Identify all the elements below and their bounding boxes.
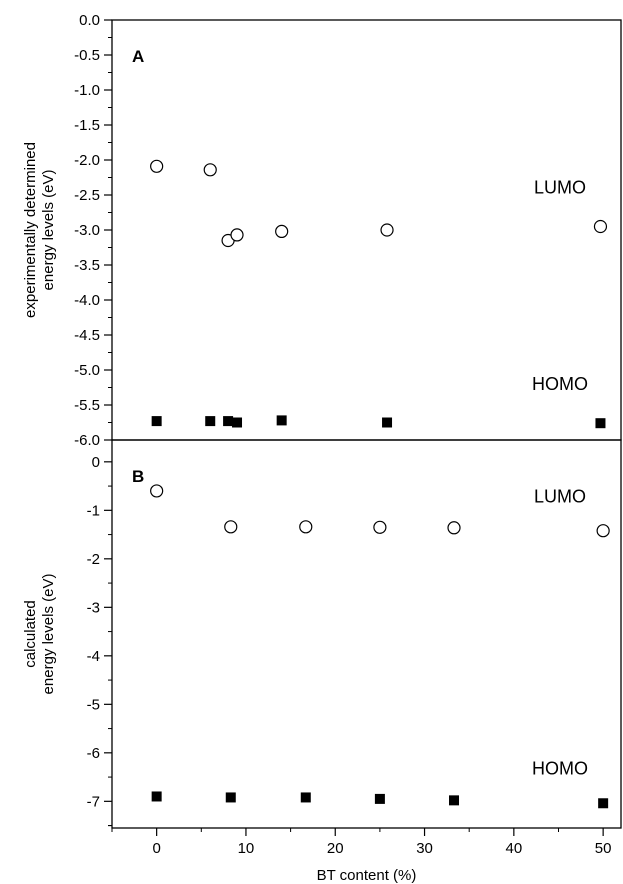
data-point-homo bbox=[276, 415, 287, 426]
data-point-homo bbox=[382, 417, 393, 428]
panel-a: 0.0 -0.5 -1.0 -1.5 -2.0 -2.5 -3.0 -3.5 -4.0 -4.5 -… bbox=[22, 12, 622, 449]
y-tick-label: -4.5 bbox=[74, 327, 100, 344]
data-point-homo bbox=[232, 417, 243, 428]
y-axis-label-line: experimentally determined bbox=[22, 142, 39, 318]
data-point-lumo bbox=[373, 520, 387, 534]
y-axis-label: calculatedenergy levels (eV) bbox=[22, 574, 57, 695]
y-tick-label: -3 bbox=[87, 599, 100, 616]
series-lumo: LUMO bbox=[150, 484, 610, 538]
x-tick-label: 0 bbox=[152, 840, 160, 857]
data-point-lumo bbox=[596, 524, 610, 538]
data-point-lumo bbox=[203, 163, 217, 177]
x-tick-label: 50 bbox=[595, 840, 612, 857]
data-point-lumo bbox=[299, 520, 313, 534]
series-label-lumo: LUMO bbox=[534, 178, 586, 198]
series-label-lumo: LUMO bbox=[534, 487, 586, 507]
data-point-homo bbox=[598, 798, 609, 809]
data-point-lumo bbox=[224, 520, 238, 534]
y-axis-label-line: calculated bbox=[22, 600, 39, 668]
y-tick-label: -3.5 bbox=[74, 257, 100, 274]
x-tick-label: 10 bbox=[238, 840, 255, 857]
y-tick-label: -2.0 bbox=[74, 152, 100, 169]
plot-frame bbox=[111, 439, 622, 829]
y-tick-label: -5 bbox=[87, 696, 100, 713]
series-homo: HOMO bbox=[151, 374, 606, 429]
data-point-lumo bbox=[150, 159, 164, 173]
data-point-lumo bbox=[275, 224, 289, 238]
y-tick-label: -6.0 bbox=[74, 432, 100, 449]
y-tick-label: -1 bbox=[87, 502, 100, 519]
data-point-lumo bbox=[380, 223, 394, 237]
y-tick-label: 0.0 bbox=[79, 12, 100, 29]
y-tick-label: 0 bbox=[92, 454, 100, 471]
y-tick-label: -0.5 bbox=[74, 47, 100, 64]
y-tick-label: -2.5 bbox=[74, 187, 100, 204]
data-point-lumo bbox=[150, 484, 164, 498]
y-tick-label: -6 bbox=[87, 745, 100, 762]
series-homo: HOMO bbox=[151, 758, 609, 809]
data-point-homo bbox=[205, 416, 216, 427]
data-point-lumo bbox=[447, 521, 461, 535]
panel-letter: B bbox=[132, 467, 144, 486]
series-label-homo: HOMO bbox=[532, 374, 588, 394]
panel-letter: A bbox=[132, 47, 144, 66]
series-lumo: LUMO bbox=[150, 159, 608, 248]
x-tick-label: 30 bbox=[416, 840, 433, 857]
data-point-homo bbox=[449, 795, 460, 806]
y-tick-label: -7 bbox=[87, 793, 100, 810]
panel-b: 0 -1 -2 -3 -4 -5 -6 -7 0 10 20 30 40 50 BT content (%)… bbox=[22, 439, 622, 884]
data-point-homo bbox=[151, 791, 162, 802]
y-axis-label: experimentally determinedenergy levels (… bbox=[22, 142, 57, 318]
y-tick-label: -5.0 bbox=[74, 362, 100, 379]
x-tick-label: 20 bbox=[327, 840, 344, 857]
y-axis-label-line: energy levels (eV) bbox=[40, 170, 57, 291]
series-label-homo: HOMO bbox=[532, 758, 588, 778]
data-point-homo bbox=[223, 416, 234, 427]
data-point-homo bbox=[374, 793, 385, 804]
y-tick-label: -4.0 bbox=[74, 292, 100, 309]
y-tick-label: -3.0 bbox=[74, 222, 100, 239]
x-axis-label: BT content (%) bbox=[317, 867, 417, 884]
y-tick-label: -4 bbox=[87, 648, 100, 665]
data-point-homo bbox=[300, 792, 311, 803]
x-tick-label: 40 bbox=[505, 840, 522, 857]
y-tick-label: -1.0 bbox=[74, 82, 100, 99]
y-tick-label: -2 bbox=[87, 551, 100, 568]
data-point-homo bbox=[595, 418, 606, 429]
data-point-homo bbox=[151, 416, 162, 427]
data-point-homo bbox=[225, 792, 236, 803]
y-tick-label: -1.5 bbox=[74, 117, 100, 134]
y-tick-label: -5.5 bbox=[74, 397, 100, 414]
data-point-lumo bbox=[230, 228, 244, 242]
data-point-lumo bbox=[593, 219, 608, 234]
y-axis-label-line: energy levels (eV) bbox=[40, 574, 57, 695]
